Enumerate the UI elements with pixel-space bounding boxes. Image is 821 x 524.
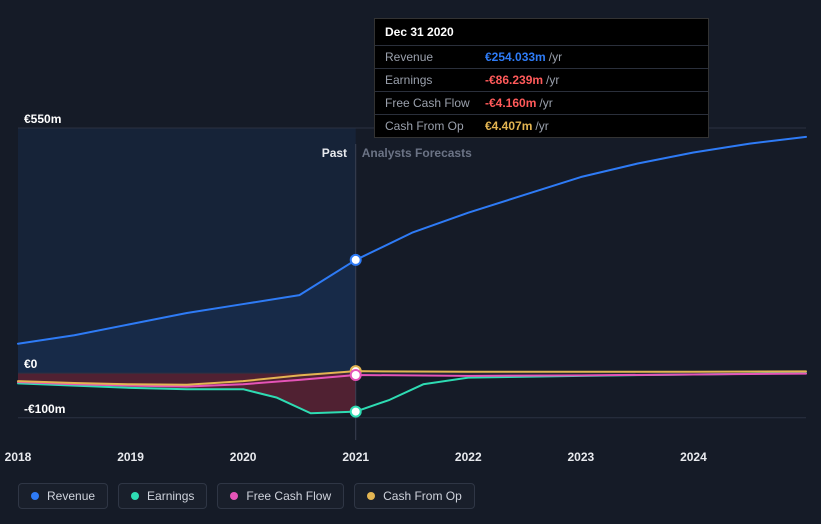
- chart-tooltip: Dec 31 2020 Revenue €254.033m /yr Earnin…: [374, 18, 709, 138]
- legend-item-earnings[interactable]: Earnings: [118, 483, 207, 509]
- legend-dot-icon: [31, 492, 39, 500]
- tooltip-value: €4.407m: [485, 119, 532, 133]
- x-tick-label: 2024: [680, 450, 707, 464]
- financials-chart: €550m €0 -€100m Past Analysts Forecasts …: [0, 0, 821, 524]
- tooltip-date: Dec 31 2020: [375, 19, 708, 46]
- tooltip-value: -€4.160m: [485, 96, 536, 110]
- legend-label: Free Cash Flow: [246, 489, 331, 503]
- zone-label-forecast: Analysts Forecasts: [362, 146, 472, 160]
- tooltip-label: Free Cash Flow: [385, 96, 485, 110]
- tooltip-row-cfo: Cash From Op €4.407m /yr: [375, 115, 708, 137]
- legend-dot-icon: [131, 492, 139, 500]
- tooltip-unit: /yr: [546, 73, 559, 87]
- zone-label-past: Past: [322, 146, 347, 160]
- x-tick-label: 2020: [230, 450, 257, 464]
- tooltip-row-revenue: Revenue €254.033m /yr: [375, 46, 708, 69]
- tooltip-value: €254.033m: [485, 50, 546, 64]
- x-tick-label: 2022: [455, 450, 482, 464]
- chart-legend: Revenue Earnings Free Cash Flow Cash Fro…: [18, 483, 475, 509]
- tooltip-label: Earnings: [385, 73, 485, 87]
- x-tick-label: 2018: [5, 450, 32, 464]
- tooltip-label: Revenue: [385, 50, 485, 64]
- y-tick-label: €550m: [24, 112, 61, 126]
- y-tick-label: €0: [24, 357, 37, 371]
- legend-item-cfo[interactable]: Cash From Op: [354, 483, 475, 509]
- legend-label: Revenue: [47, 489, 95, 503]
- legend-item-fcf[interactable]: Free Cash Flow: [217, 483, 344, 509]
- legend-dot-icon: [230, 492, 238, 500]
- tooltip-unit: /yr: [539, 96, 552, 110]
- legend-label: Cash From Op: [383, 489, 462, 503]
- tooltip-unit: /yr: [535, 119, 548, 133]
- x-tick-label: 2021: [342, 450, 369, 464]
- tooltip-unit: /yr: [549, 50, 562, 64]
- legend-dot-icon: [367, 492, 375, 500]
- legend-label: Earnings: [147, 489, 194, 503]
- legend-item-revenue[interactable]: Revenue: [18, 483, 108, 509]
- y-tick-label: -€100m: [24, 402, 65, 416]
- tooltip-label: Cash From Op: [385, 119, 485, 133]
- tooltip-row-fcf: Free Cash Flow -€4.160m /yr: [375, 92, 708, 115]
- x-tick-label: 2023: [567, 450, 594, 464]
- tooltip-row-earnings: Earnings -€86.239m /yr: [375, 69, 708, 92]
- tooltip-value: -€86.239m: [485, 73, 543, 87]
- x-tick-label: 2019: [117, 450, 144, 464]
